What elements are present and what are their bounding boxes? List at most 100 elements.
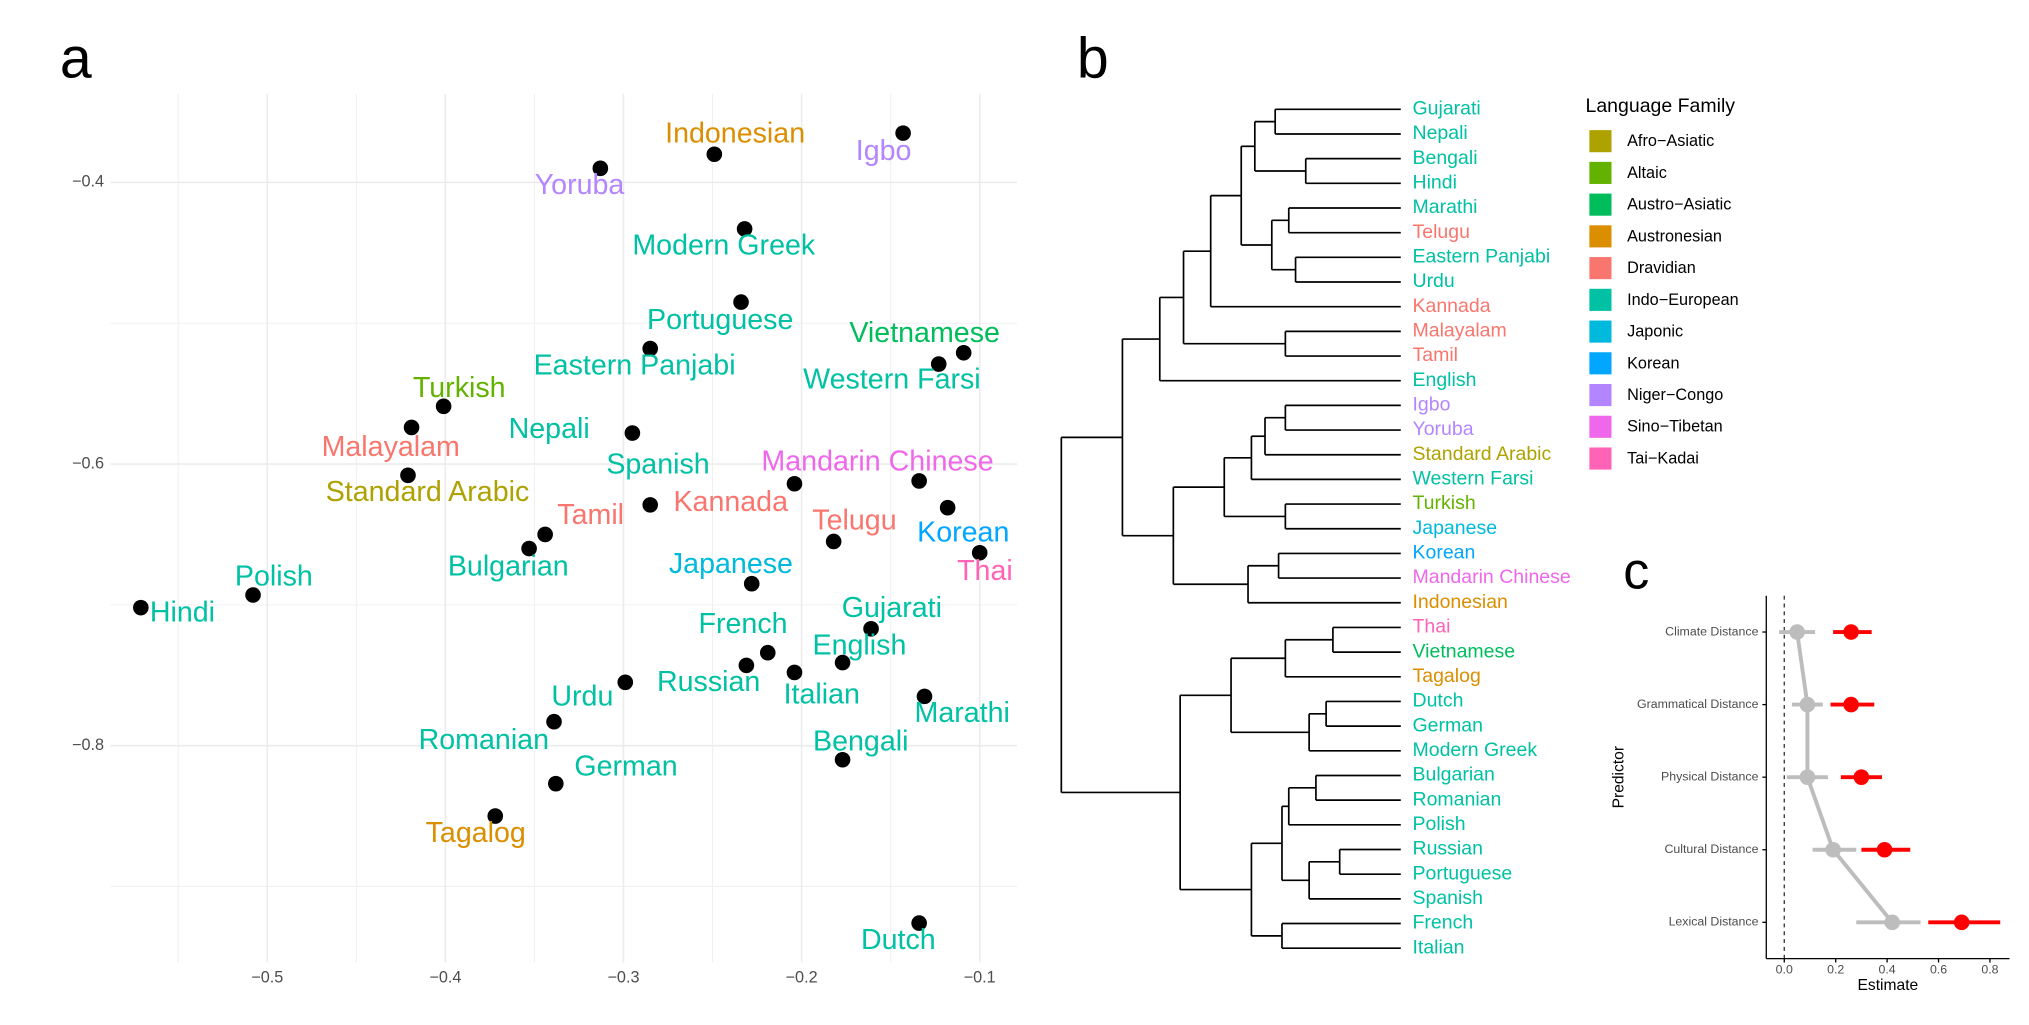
leaf-label: Telugu	[1412, 221, 1469, 243]
legend-title: Language Family	[1585, 95, 1735, 117]
leaf-label: Spanish	[1412, 887, 1482, 909]
point-label: Polish	[235, 561, 313, 593]
estimate-point	[1843, 696, 1859, 713]
point-label: Western Farsi	[803, 364, 981, 396]
legend-swatch	[1589, 320, 1612, 343]
leaf-label: Yoruba	[1412, 418, 1473, 440]
point-label: Telugu	[812, 505, 896, 537]
point-label: Italian	[784, 678, 860, 710]
x-tick-label: −0.3	[607, 968, 639, 986]
x-tick-label: 0.8	[1981, 963, 1998, 977]
y-tick-label: Grammatical Distance	[1637, 697, 1759, 711]
leaf-label: Korean	[1412, 542, 1475, 564]
leaf-label: Urdu	[1412, 270, 1454, 292]
y-tick-label: Physical Distance	[1661, 769, 1759, 783]
point	[521, 540, 537, 557]
estimate-point	[1825, 841, 1841, 858]
point	[834, 654, 851, 671]
point	[624, 425, 641, 441]
y-axis-title: Predictor	[1610, 746, 1627, 808]
point-label: Eastern Panjabi	[534, 349, 736, 381]
point-label: Portuguese	[647, 304, 793, 336]
leaf-label: German	[1412, 714, 1482, 736]
point-label: Igbo	[856, 135, 912, 167]
legend-label: Austronesian	[1627, 227, 1722, 245]
point	[955, 344, 972, 361]
point-label: French	[699, 608, 788, 640]
leaf-label: Vietnamese	[1412, 640, 1515, 662]
legend-swatch	[1589, 130, 1612, 153]
estimate-point	[1853, 769, 1870, 785]
point-label: Russian	[657, 666, 760, 698]
point-label: English	[813, 630, 907, 662]
point	[706, 146, 723, 163]
point	[642, 340, 659, 357]
leaf-label: Mandarin Chinese	[1412, 566, 1570, 588]
x-tick-label: −0.5	[251, 968, 283, 986]
point	[895, 125, 911, 141]
legend-label: Afro−Asiatic	[1627, 132, 1714, 150]
point	[736, 221, 753, 237]
point	[971, 544, 988, 561]
point	[916, 688, 933, 705]
leaf-label: Italian	[1412, 936, 1464, 958]
leaf-label: Polish	[1412, 813, 1465, 835]
estimate-point	[1843, 624, 1859, 640]
point-label: Spanish	[606, 448, 709, 480]
point	[592, 160, 609, 177]
point	[403, 419, 420, 436]
point	[642, 497, 659, 513]
point-label: Thai	[957, 555, 1013, 587]
leaf-label: Eastern Panjabi	[1412, 245, 1550, 267]
legend-label: Japonic	[1627, 323, 1683, 341]
legend-swatch	[1589, 447, 1612, 470]
estimate-point	[1799, 769, 1816, 785]
point	[825, 533, 842, 550]
legend-swatch	[1589, 415, 1612, 438]
point-label: Tagalog	[426, 817, 526, 849]
point-label: Indonesian	[665, 117, 805, 149]
y-tick-label: Cultural Distance	[1664, 842, 1758, 856]
estimate-point	[1884, 914, 1901, 931]
point	[548, 775, 564, 792]
point	[939, 499, 956, 516]
leaf-label: Western Farsi	[1412, 468, 1533, 490]
point	[759, 644, 776, 661]
legend-label: Niger−Congo	[1627, 386, 1723, 404]
leaf-label: Modern Greek	[1412, 739, 1537, 761]
point	[834, 751, 851, 768]
point	[487, 808, 504, 824]
point-label: Gujarati	[842, 592, 942, 624]
legend-label: Sino−Tibetan	[1627, 418, 1723, 436]
y-tick-label: −0.6	[72, 454, 104, 472]
x-tick-label: −0.1	[964, 968, 996, 986]
leaf-label: Marathi	[1412, 196, 1477, 218]
panel-label: c	[1623, 543, 1649, 601]
point-label: Vietnamese	[849, 317, 1000, 349]
point	[537, 526, 553, 543]
point	[930, 356, 947, 372]
point	[400, 467, 416, 484]
point	[743, 575, 760, 592]
point-label: Hindi	[150, 597, 215, 629]
leaf-label: Tamil	[1412, 344, 1458, 366]
point-label: Urdu	[551, 680, 613, 712]
point	[786, 664, 803, 681]
point-label: Korean	[917, 516, 1009, 548]
estimate-point	[1789, 624, 1805, 640]
leaf-label: Japanese	[1412, 517, 1497, 539]
point-label: Turkish	[413, 372, 506, 404]
leaf-label: Malayalam	[1412, 320, 1506, 342]
leaf-label: Bengali	[1412, 147, 1477, 169]
legend-label: Dravidian	[1627, 259, 1696, 277]
point-label: Japanese	[669, 548, 793, 580]
y-tick-label: −0.4	[72, 173, 104, 191]
point	[733, 294, 749, 310]
point-label: Bulgarian	[448, 551, 569, 583]
point-label: Standard Arabic	[326, 476, 530, 508]
leaf-label: Kannada	[1412, 295, 1490, 317]
leaf-label: Thai	[1412, 616, 1450, 638]
leaf-label: Dutch	[1412, 690, 1463, 712]
